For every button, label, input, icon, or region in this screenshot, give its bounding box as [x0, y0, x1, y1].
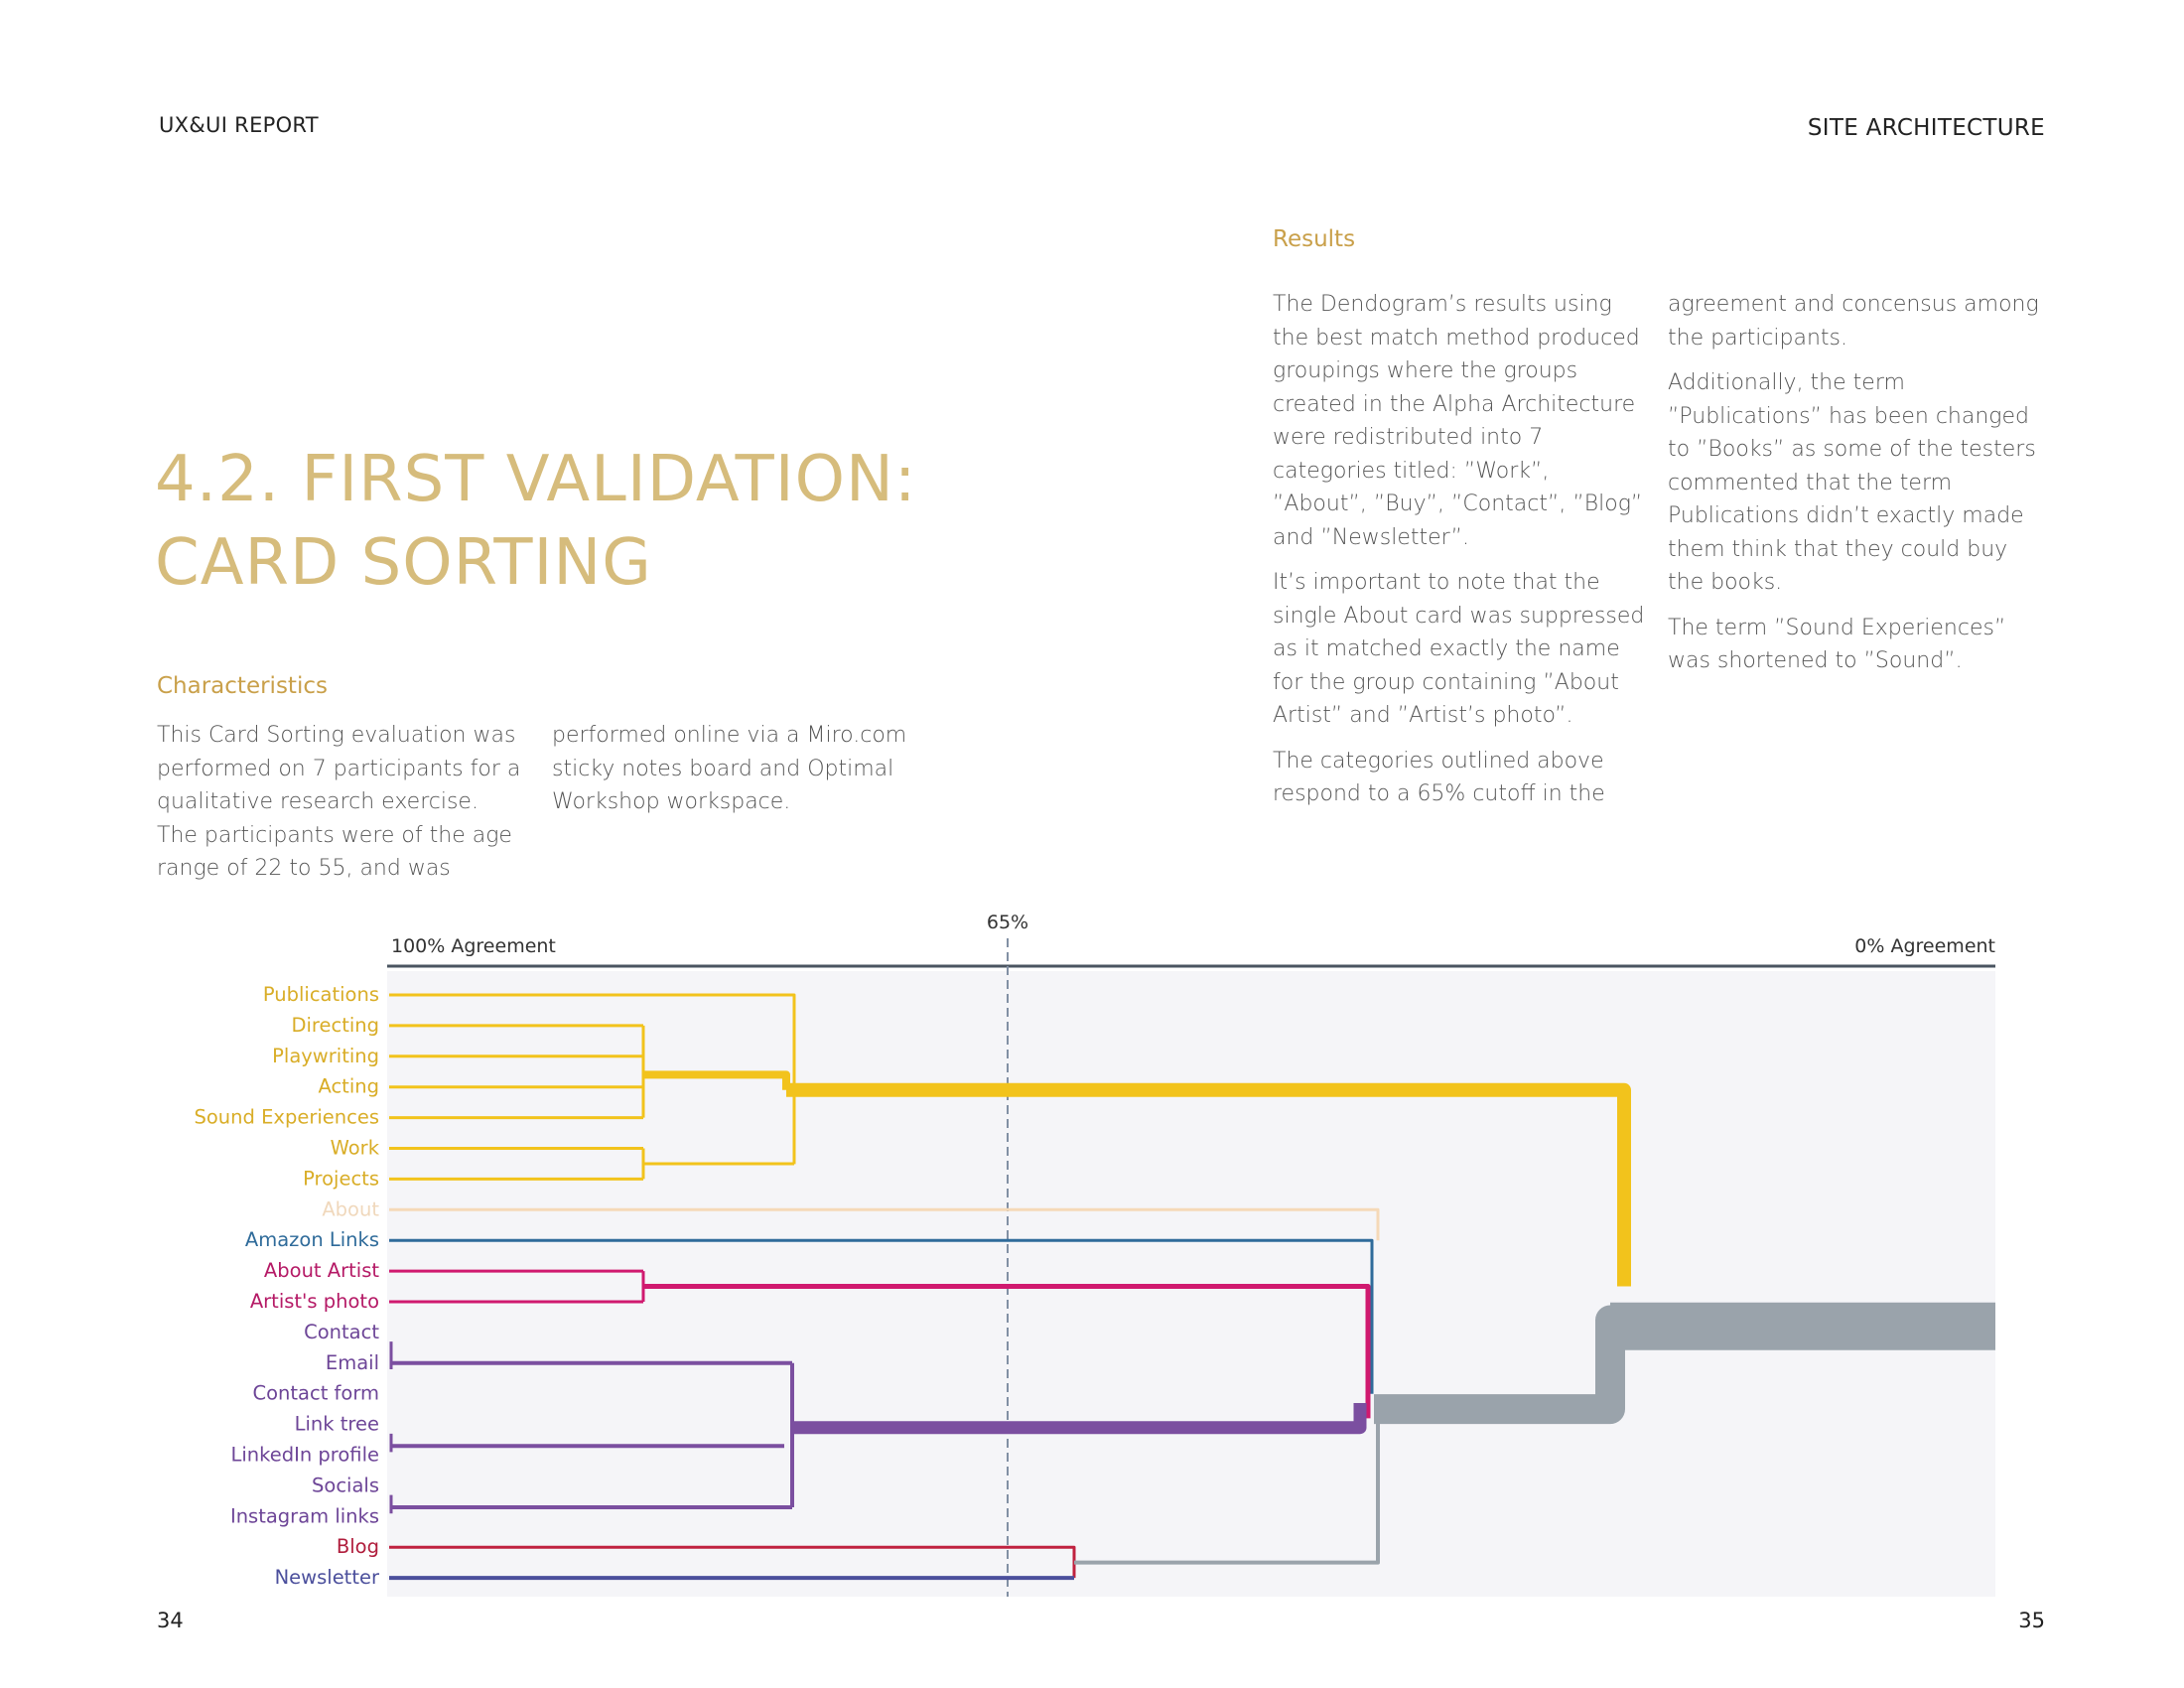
leaf-label: Projects [303, 1167, 379, 1190]
leaf-label: About [322, 1197, 379, 1220]
results-col2-p3: The term ”Sound Experiences” was shorten… [1668, 615, 2006, 674]
branch-work-a [389, 1024, 645, 1120]
results-col1-p2: It’s important to note that the single A… [1273, 570, 1645, 728]
leaf-label: Contact form [252, 1382, 379, 1405]
leaf-label: Acting [318, 1075, 379, 1098]
leaf-label: Instagram links [230, 1504, 379, 1527]
branch-work-main [786, 1082, 1631, 1287]
results-col2-p1: agreement and concensus among the partic… [1668, 292, 2039, 351]
leaf-label: Newsletter [275, 1566, 380, 1589]
characteristics-col1: This Card Sorting evaluation was perform… [157, 723, 521, 881]
leaf-label: Sound Experiences [194, 1106, 379, 1129]
results-col2-p2: Additionally, the term ”Publications” ha… [1668, 370, 2036, 595]
branch-root-low [1074, 1418, 1380, 1565]
report-header-right: SITE ARCHITECTURE [1807, 115, 2045, 141]
characteristics-col2: performed online via a Miro.com sticky n… [552, 723, 907, 814]
dendrogram-plot-area [387, 971, 1995, 1597]
page-title-line1: 4.2. FIRST VALIDATION: [155, 443, 917, 516]
cutoff-label: 65% [987, 912, 1028, 933]
axis-label-left: 100% Agreement [391, 935, 556, 957]
dendrogram-leaf-labels: Publications Directing Playwriting Acting So… [194, 983, 379, 1589]
leaf-label: Directing [291, 1014, 379, 1037]
results-col1-p3: The categories outlined above respond to… [1273, 748, 1605, 807]
report-header-left: UX&UI REPORT [159, 113, 319, 137]
page-number-left: 34 [157, 1609, 184, 1632]
leaf-label: Work [331, 1137, 380, 1160]
branch-contact-main [792, 1402, 1367, 1435]
leaf-label: LinkedIn profile [230, 1444, 379, 1467]
branch-contact-a [391, 1360, 794, 1510]
leaf-label: Link tree [295, 1413, 379, 1436]
results-heading: Results [1273, 226, 1356, 252]
branch-work-c [389, 993, 796, 1166]
branch-amazon [389, 1238, 1374, 1394]
dendrogram-branches [389, 993, 1995, 1581]
branch-artist-main [643, 1284, 1371, 1419]
results-col1-p1: The Dendogram’s results using the best m… [1273, 292, 1643, 550]
leaf-label: About Artist [264, 1259, 379, 1282]
leaf-label: Playwriting [272, 1045, 379, 1067]
leaf-label: Email [326, 1351, 379, 1374]
leaf-label: Socials [312, 1474, 379, 1496]
characteristics-heading: Characteristics [157, 673, 328, 699]
leaf-label: Blog [337, 1535, 379, 1558]
branch-about [389, 1207, 1380, 1241]
axis-label-right: 0% Agreement [1854, 935, 1995, 957]
results-col2: agreement and concensus among the partic… [1668, 288, 2045, 690]
leaf-label: Publications [263, 983, 379, 1006]
leaf-label: Contact [304, 1321, 379, 1343]
branch-blog [389, 1545, 1076, 1579]
results-col1: The Dendogram’s results using the best m… [1273, 288, 1650, 823]
leaf-label: Amazon Links [245, 1228, 379, 1251]
page-title-line2: CARD SORTING [155, 526, 652, 600]
leaf-label: Artist's photo [250, 1290, 379, 1313]
page-number-right: 35 [2018, 1609, 2045, 1632]
